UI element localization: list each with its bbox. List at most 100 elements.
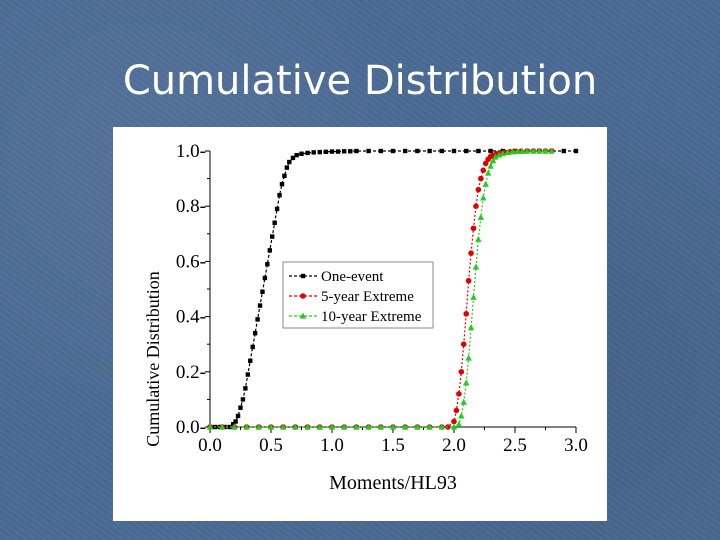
data-point [299,151,304,156]
data-point [354,148,359,154]
data-point [451,148,457,154]
data-point [248,358,253,363]
data-point [414,423,421,430]
data-point [274,206,280,212]
data-point [255,317,260,322]
data-point [458,412,465,419]
data-point [463,379,470,386]
data-point [272,220,277,225]
data-point [267,423,275,430]
data-point [219,423,226,430]
data-point [378,148,383,154]
data-point [316,423,323,430]
data-point [294,152,299,158]
data-point [335,149,341,154]
data-point [231,423,238,430]
data-point [470,293,477,300]
data-point [473,203,479,209]
data-point [227,424,232,430]
data-point [427,148,432,154]
data-point [519,147,526,154]
series-line-0 [210,150,576,428]
x-tick-label: 3.0 [564,435,588,456]
data-point [455,420,463,427]
data-point [476,148,481,154]
data-point [470,225,477,232]
data-point [451,418,457,425]
data-point [270,234,275,239]
data-point [255,423,262,430]
x-tick-label: 2.0 [442,435,466,456]
data-point [472,263,480,270]
data-point [548,147,555,154]
data-point [323,149,329,155]
legend-label: 5-year Extreme [321,289,414,305]
data-point [480,194,487,201]
legend-box [282,261,434,329]
data-point [465,354,472,361]
data-point [480,167,487,174]
data-point [280,423,287,430]
data-point [475,186,482,193]
series-line-2 [210,150,552,428]
data-point [509,148,516,155]
data-point [460,341,467,347]
data-point [284,165,290,170]
data-point [342,149,347,154]
chart-panel: 0.0- 0.2- 0.4- 0.6- 0.8- 1.0- 0.0 0.5 1.0 1.5 2.0 2… [113,127,607,521]
data-point [426,423,433,430]
data-point [277,192,282,198]
data-point [329,149,335,154]
data-point [514,148,521,155]
data-point [488,148,493,154]
data-point [235,413,241,419]
legend-marker [300,293,306,299]
data-point [311,150,316,155]
data-point [536,147,543,154]
data-point [390,148,396,154]
y-tick-label: 1.0- [176,141,206,162]
data-point [453,407,460,414]
data-point [240,397,246,402]
data-point [328,423,336,430]
data-point [475,235,482,242]
data-point [282,173,287,179]
data-point [403,148,408,154]
data-point [389,423,397,430]
data-point [250,344,255,350]
legend-label: 10-year Extreme [321,309,422,325]
data-point [262,275,268,281]
data-point [460,398,467,405]
cumulative-distribution-chart: 0.0- 0.2- 0.4- 0.6- 0.8- 1.0- 0.0 0.5 1.0 1.5 2.0 2… [143,141,588,494]
data-point [287,159,292,165]
data-point [530,147,537,154]
x-axis-label: Moments/HL93 [329,472,457,494]
data-point [415,148,420,154]
data-point [468,250,474,256]
slide-title: Cumulative Distribution [122,58,598,104]
data-point [482,180,489,187]
data-point [317,149,322,155]
x-tick-label: 1.5 [381,435,405,456]
y-tick-label: 0.6- [176,251,206,272]
data-point [348,149,353,154]
y-tick-label: 0.0- [176,417,206,438]
data-point [478,175,484,182]
data-point [260,289,265,294]
data-point [484,169,492,176]
data-point [492,153,499,160]
data-point [265,261,270,267]
data-point [245,372,251,377]
data-point [542,147,549,154]
data-point [561,148,566,154]
data-point [477,213,485,220]
data-point [450,423,458,430]
data-point [365,423,372,430]
data-point [366,148,371,154]
data-point [458,369,465,375]
x-tick-label: 2.5 [503,435,527,456]
data-point [524,147,531,154]
data-point [257,303,263,308]
data-point [290,155,296,161]
data-point [456,391,462,397]
